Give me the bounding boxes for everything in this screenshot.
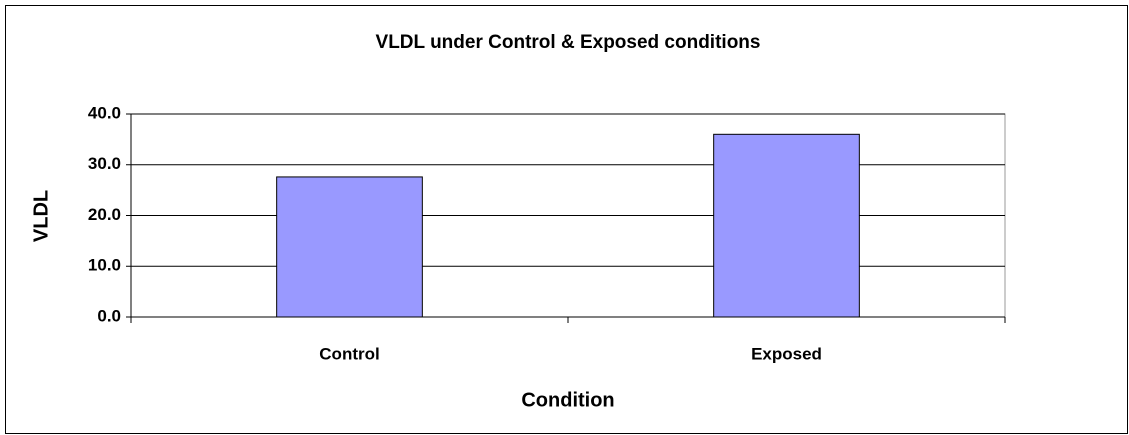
x-axis-label: Condition — [521, 389, 614, 411]
y-tick-label: 40.0 — [88, 103, 121, 122]
bar — [276, 176, 423, 318]
y-tick-label: 20.0 — [88, 205, 121, 224]
chart-title: VLDL under Control & Exposed conditions — [376, 32, 761, 53]
y-tick-label: 0.0 — [97, 306, 121, 325]
y-tick-label: 30.0 — [88, 154, 121, 173]
bar — [713, 133, 860, 318]
y-axis-label: VLDL — [30, 190, 52, 242]
x-tick-label: Control — [319, 344, 379, 363]
x-tick-label: Exposed — [751, 344, 822, 363]
y-tick-label: 10.0 — [88, 256, 121, 275]
